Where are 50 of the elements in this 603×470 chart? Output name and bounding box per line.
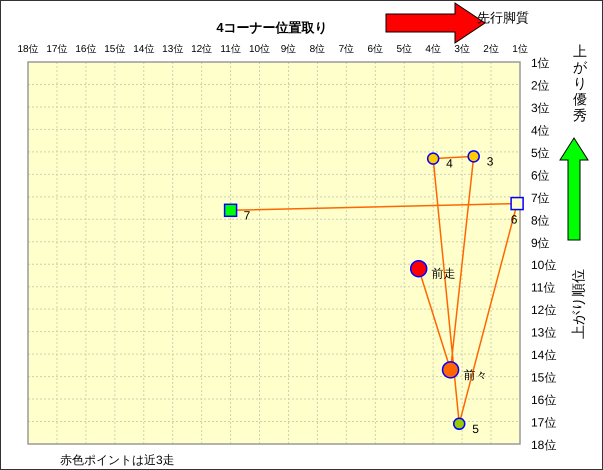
y-tick-label: 13位 <box>531 326 556 340</box>
y-tick-label: 18位 <box>531 438 556 452</box>
y-tick-label: 12位 <box>531 303 556 318</box>
x-tick-label: 13位 <box>162 43 184 55</box>
text: 赤色ポイントは近3走 <box>60 453 175 467</box>
y-tick-label: 11位 <box>531 280 556 295</box>
y-tick-label: 9位 <box>531 236 550 250</box>
x-tick-label: 18位 <box>17 43 39 55</box>
x-tick-label: 9位 <box>280 43 296 55</box>
y-tick-label: 3位 <box>531 100 550 115</box>
x-tick-label: 1位 <box>512 43 528 55</box>
annotation: 4 <box>446 156 454 171</box>
x-axis-title: 4コーナー位置取り <box>216 20 328 35</box>
x-tick-label: 16位 <box>75 43 96 55</box>
y-tick-label: 10位 <box>531 258 556 272</box>
y-tick-label: 15位 <box>531 370 556 385</box>
point <box>452 418 466 430</box>
y-tick-label: 5位 <box>531 146 550 160</box>
point <box>510 196 524 210</box>
x-tick-label: 4位 <box>425 43 441 55</box>
x-tick-label: 3位 <box>454 43 470 55</box>
point <box>467 150 480 163</box>
x-tick-label: 2位 <box>483 43 499 55</box>
x-tick-label: 12位 <box>191 43 212 55</box>
text: 上がり優秀 <box>573 43 588 123</box>
x-tick-label: 14位 <box>133 43 154 55</box>
y-axis-title: 上がり順位 <box>570 269 586 339</box>
x-tick-label: 7位 <box>338 43 354 55</box>
y-tick-label: 16位 <box>531 393 556 408</box>
y-tick-label: 4位 <box>531 123 550 138</box>
x-tick-label: 10位 <box>248 43 270 55</box>
y-tick-label: 8位 <box>531 213 550 228</box>
point <box>426 152 440 165</box>
annotation: 3 <box>486 154 494 168</box>
y-tick-label: 1位 <box>531 56 550 70</box>
y-tick-label: 2位 <box>531 78 550 92</box>
x-tick-label: 6位 <box>368 43 384 55</box>
y-tick-label: 6位 <box>531 168 550 182</box>
x-tick-label: 5位 <box>396 43 412 55</box>
x-tick-label: 15位 <box>104 43 126 55</box>
y-tick-label: 14位 <box>531 348 556 362</box>
x-tick-label: 8位 <box>310 43 326 55</box>
x-tick-label: 17位 <box>46 43 68 55</box>
y-tick-label: 7位 <box>531 190 550 205</box>
y-tick-label: 17位 <box>531 416 556 430</box>
text: 先行脚質 <box>477 10 529 25</box>
annotation: 7 <box>244 208 251 222</box>
annotation: 5 <box>472 422 480 436</box>
x-tick-label: 11位 <box>220 43 241 55</box>
point <box>224 204 238 218</box>
